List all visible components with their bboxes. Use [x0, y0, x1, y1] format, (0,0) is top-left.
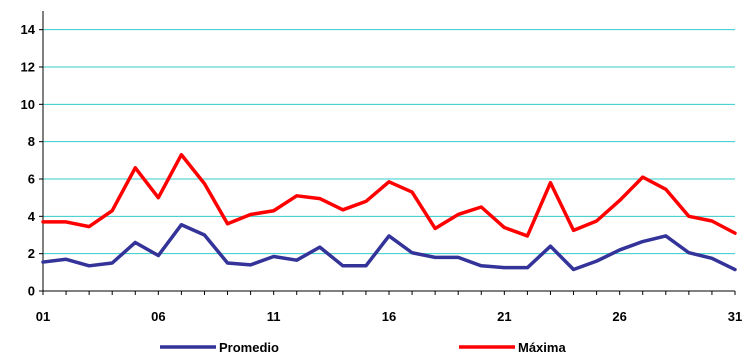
series-line-promedio — [41, 222, 737, 272]
legend-label-promedio: Promedio — [219, 340, 279, 355]
y-tick-label: 6 — [28, 172, 35, 187]
x-tick-label: 06 — [151, 309, 165, 324]
legend: Promedio Máxima — [160, 340, 566, 355]
x-tick-label: 21 — [497, 309, 511, 324]
legend-label-maxima: Máxima — [518, 340, 566, 355]
y-axis-ticks: 0 2 4 6 8 10 12 14 — [21, 22, 43, 299]
y-tick-label: 10 — [21, 97, 35, 112]
x-axis-ticks: 01 06 11 16 21 26 31 — [36, 291, 742, 324]
y-tick-label: 2 — [28, 246, 35, 261]
x-tick-label: 11 — [267, 309, 281, 324]
legend-item-maxima: Máxima — [459, 340, 566, 355]
legend-item-promedio: Promedio — [160, 340, 279, 355]
y-tick-label: 0 — [28, 284, 35, 299]
x-tick-label: 31 — [728, 309, 742, 324]
y-tick-label: 8 — [28, 134, 35, 149]
y-tick-label: 4 — [28, 209, 36, 224]
series-line-maxima — [41, 152, 737, 238]
y-tick-label: 12 — [21, 60, 35, 75]
grid-lines — [43, 29, 735, 255]
y-tick-label: 14 — [21, 22, 36, 37]
x-tick-label: 16 — [382, 309, 396, 324]
x-tick-label: 01 — [36, 309, 50, 324]
series-lines — [41, 152, 737, 272]
x-tick-label: 26 — [612, 309, 626, 324]
